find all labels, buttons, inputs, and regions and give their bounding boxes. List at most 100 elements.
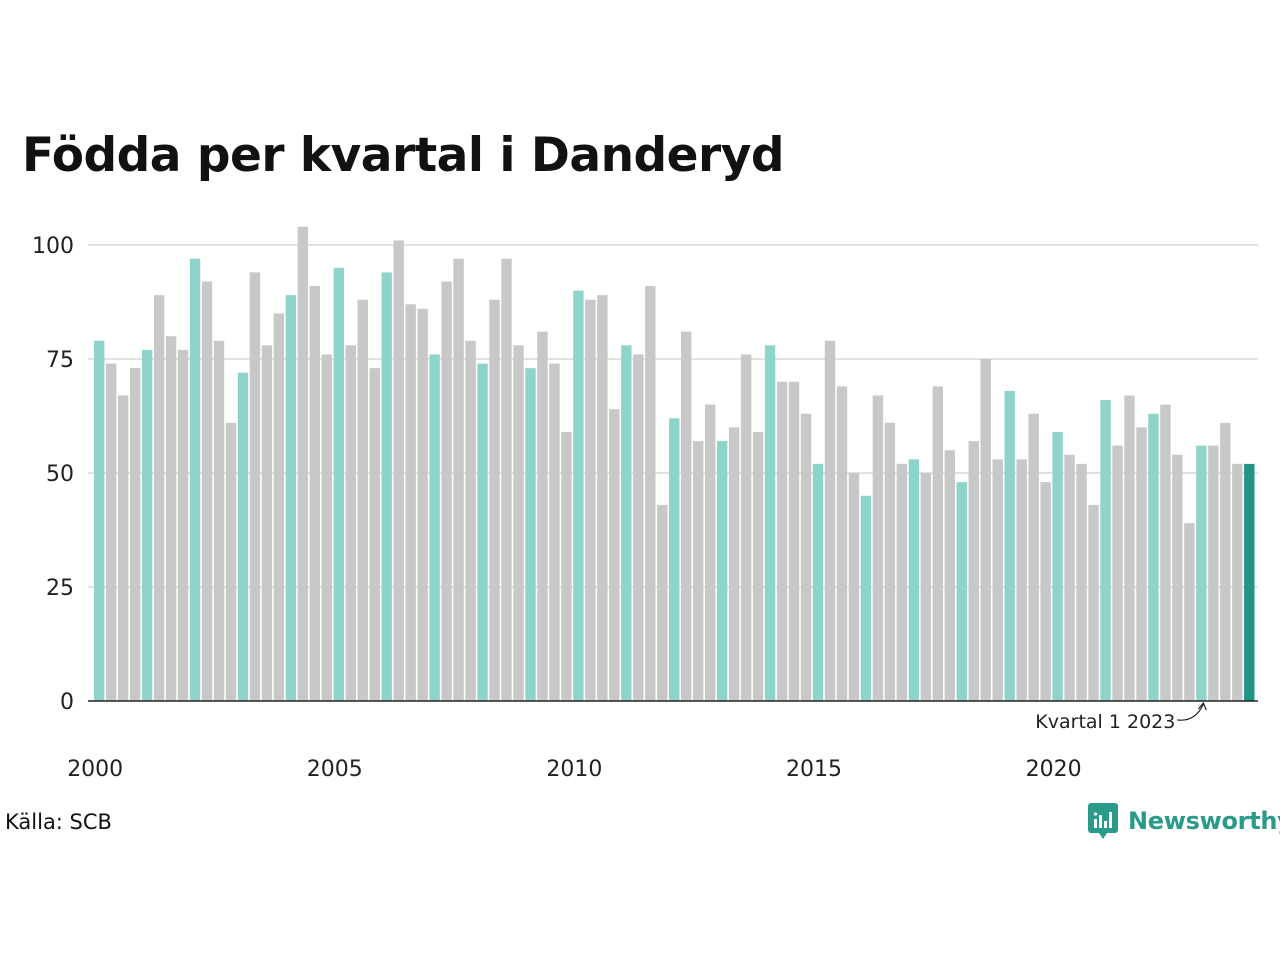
annotation-arrow — [1177, 703, 1204, 721]
bar — [848, 473, 860, 701]
bar — [980, 359, 991, 701]
bar — [225, 422, 237, 701]
bar — [872, 395, 884, 701]
y-tick-label: 75 — [46, 348, 74, 373]
bar — [908, 459, 920, 701]
bar — [1076, 463, 1087, 701]
bar — [501, 258, 512, 701]
x-tick-label: 2005 — [307, 757, 363, 782]
source-label: Källa: SCB — [5, 810, 112, 834]
x-tick-label: 2020 — [1026, 757, 1082, 782]
newsworthy-logo-icon — [1088, 803, 1118, 839]
bar — [117, 395, 129, 701]
bar — [740, 354, 752, 701]
x-tick-label: 2015 — [786, 757, 842, 782]
bar — [1028, 413, 1039, 701]
bar — [860, 495, 872, 701]
bar — [693, 441, 704, 701]
bar — [189, 258, 201, 701]
bar — [776, 381, 788, 701]
bar — [441, 281, 452, 701]
bar — [1112, 445, 1123, 701]
bar — [812, 463, 824, 701]
bar — [1148, 413, 1159, 701]
x-tick-label: 2010 — [546, 757, 602, 782]
bar — [489, 299, 500, 701]
bar — [381, 272, 392, 701]
bar — [1232, 463, 1243, 701]
y-tick-label: 100 — [32, 234, 74, 259]
bar — [561, 431, 572, 701]
bar — [764, 345, 776, 701]
bar — [1100, 400, 1111, 701]
bar — [681, 331, 692, 701]
bar — [932, 386, 943, 701]
bar — [261, 345, 273, 701]
bar — [1172, 454, 1183, 701]
bar — [237, 372, 249, 701]
bar — [309, 286, 321, 701]
bar — [129, 368, 141, 701]
bar — [633, 354, 644, 701]
bar — [896, 463, 908, 701]
y-tick-label: 50 — [46, 462, 74, 487]
bar — [393, 240, 404, 701]
bar — [992, 459, 1003, 701]
chart-title: Födda per kvartal i Danderyd — [22, 128, 785, 183]
bar — [1040, 482, 1051, 701]
bar — [1196, 445, 1207, 701]
bar — [1136, 427, 1147, 701]
bar — [177, 349, 189, 701]
bar — [297, 226, 309, 701]
bar — [657, 504, 668, 701]
bar — [513, 345, 524, 701]
bar — [345, 345, 356, 701]
bar — [716, 441, 728, 701]
annotation-arrowhead — [1197, 701, 1207, 711]
bar — [1124, 395, 1135, 701]
y-tick-label: 25 — [46, 576, 74, 601]
bar — [1160, 404, 1171, 701]
bar — [609, 409, 620, 701]
bar — [417, 308, 428, 701]
bar — [153, 295, 165, 701]
bar — [585, 299, 596, 701]
bar — [573, 290, 584, 701]
bar — [645, 286, 656, 701]
bar — [273, 313, 285, 701]
bar — [105, 363, 117, 701]
bar — [1064, 454, 1075, 701]
brand-name: Newsworthy — [1128, 807, 1280, 835]
bar — [249, 272, 261, 701]
bar — [285, 295, 297, 701]
bar — [800, 413, 812, 701]
brand-logo: Newsworthy — [1088, 803, 1280, 839]
bar — [369, 368, 380, 701]
bar — [1208, 445, 1219, 701]
bar — [1004, 390, 1015, 701]
bar — [465, 340, 476, 701]
bar — [944, 450, 955, 701]
bar — [752, 431, 764, 701]
bar — [1088, 504, 1099, 701]
x-tick-label: 2000 — [67, 757, 123, 782]
bar — [621, 345, 632, 701]
bar — [968, 441, 979, 701]
bar — [525, 368, 536, 701]
bar — [405, 304, 416, 701]
bar — [321, 354, 333, 701]
bar — [1220, 422, 1231, 701]
bar — [836, 386, 848, 701]
bar — [213, 340, 225, 701]
bar — [824, 340, 836, 701]
bar — [477, 363, 488, 701]
bar — [141, 349, 153, 701]
bar — [1244, 463, 1255, 701]
bar — [201, 281, 213, 701]
y-tick-label: 0 — [60, 690, 74, 715]
annotation-label: Kvartal 1 2023 — [1035, 711, 1175, 733]
bar — [357, 299, 368, 701]
bar — [597, 295, 608, 701]
bar — [429, 354, 440, 701]
